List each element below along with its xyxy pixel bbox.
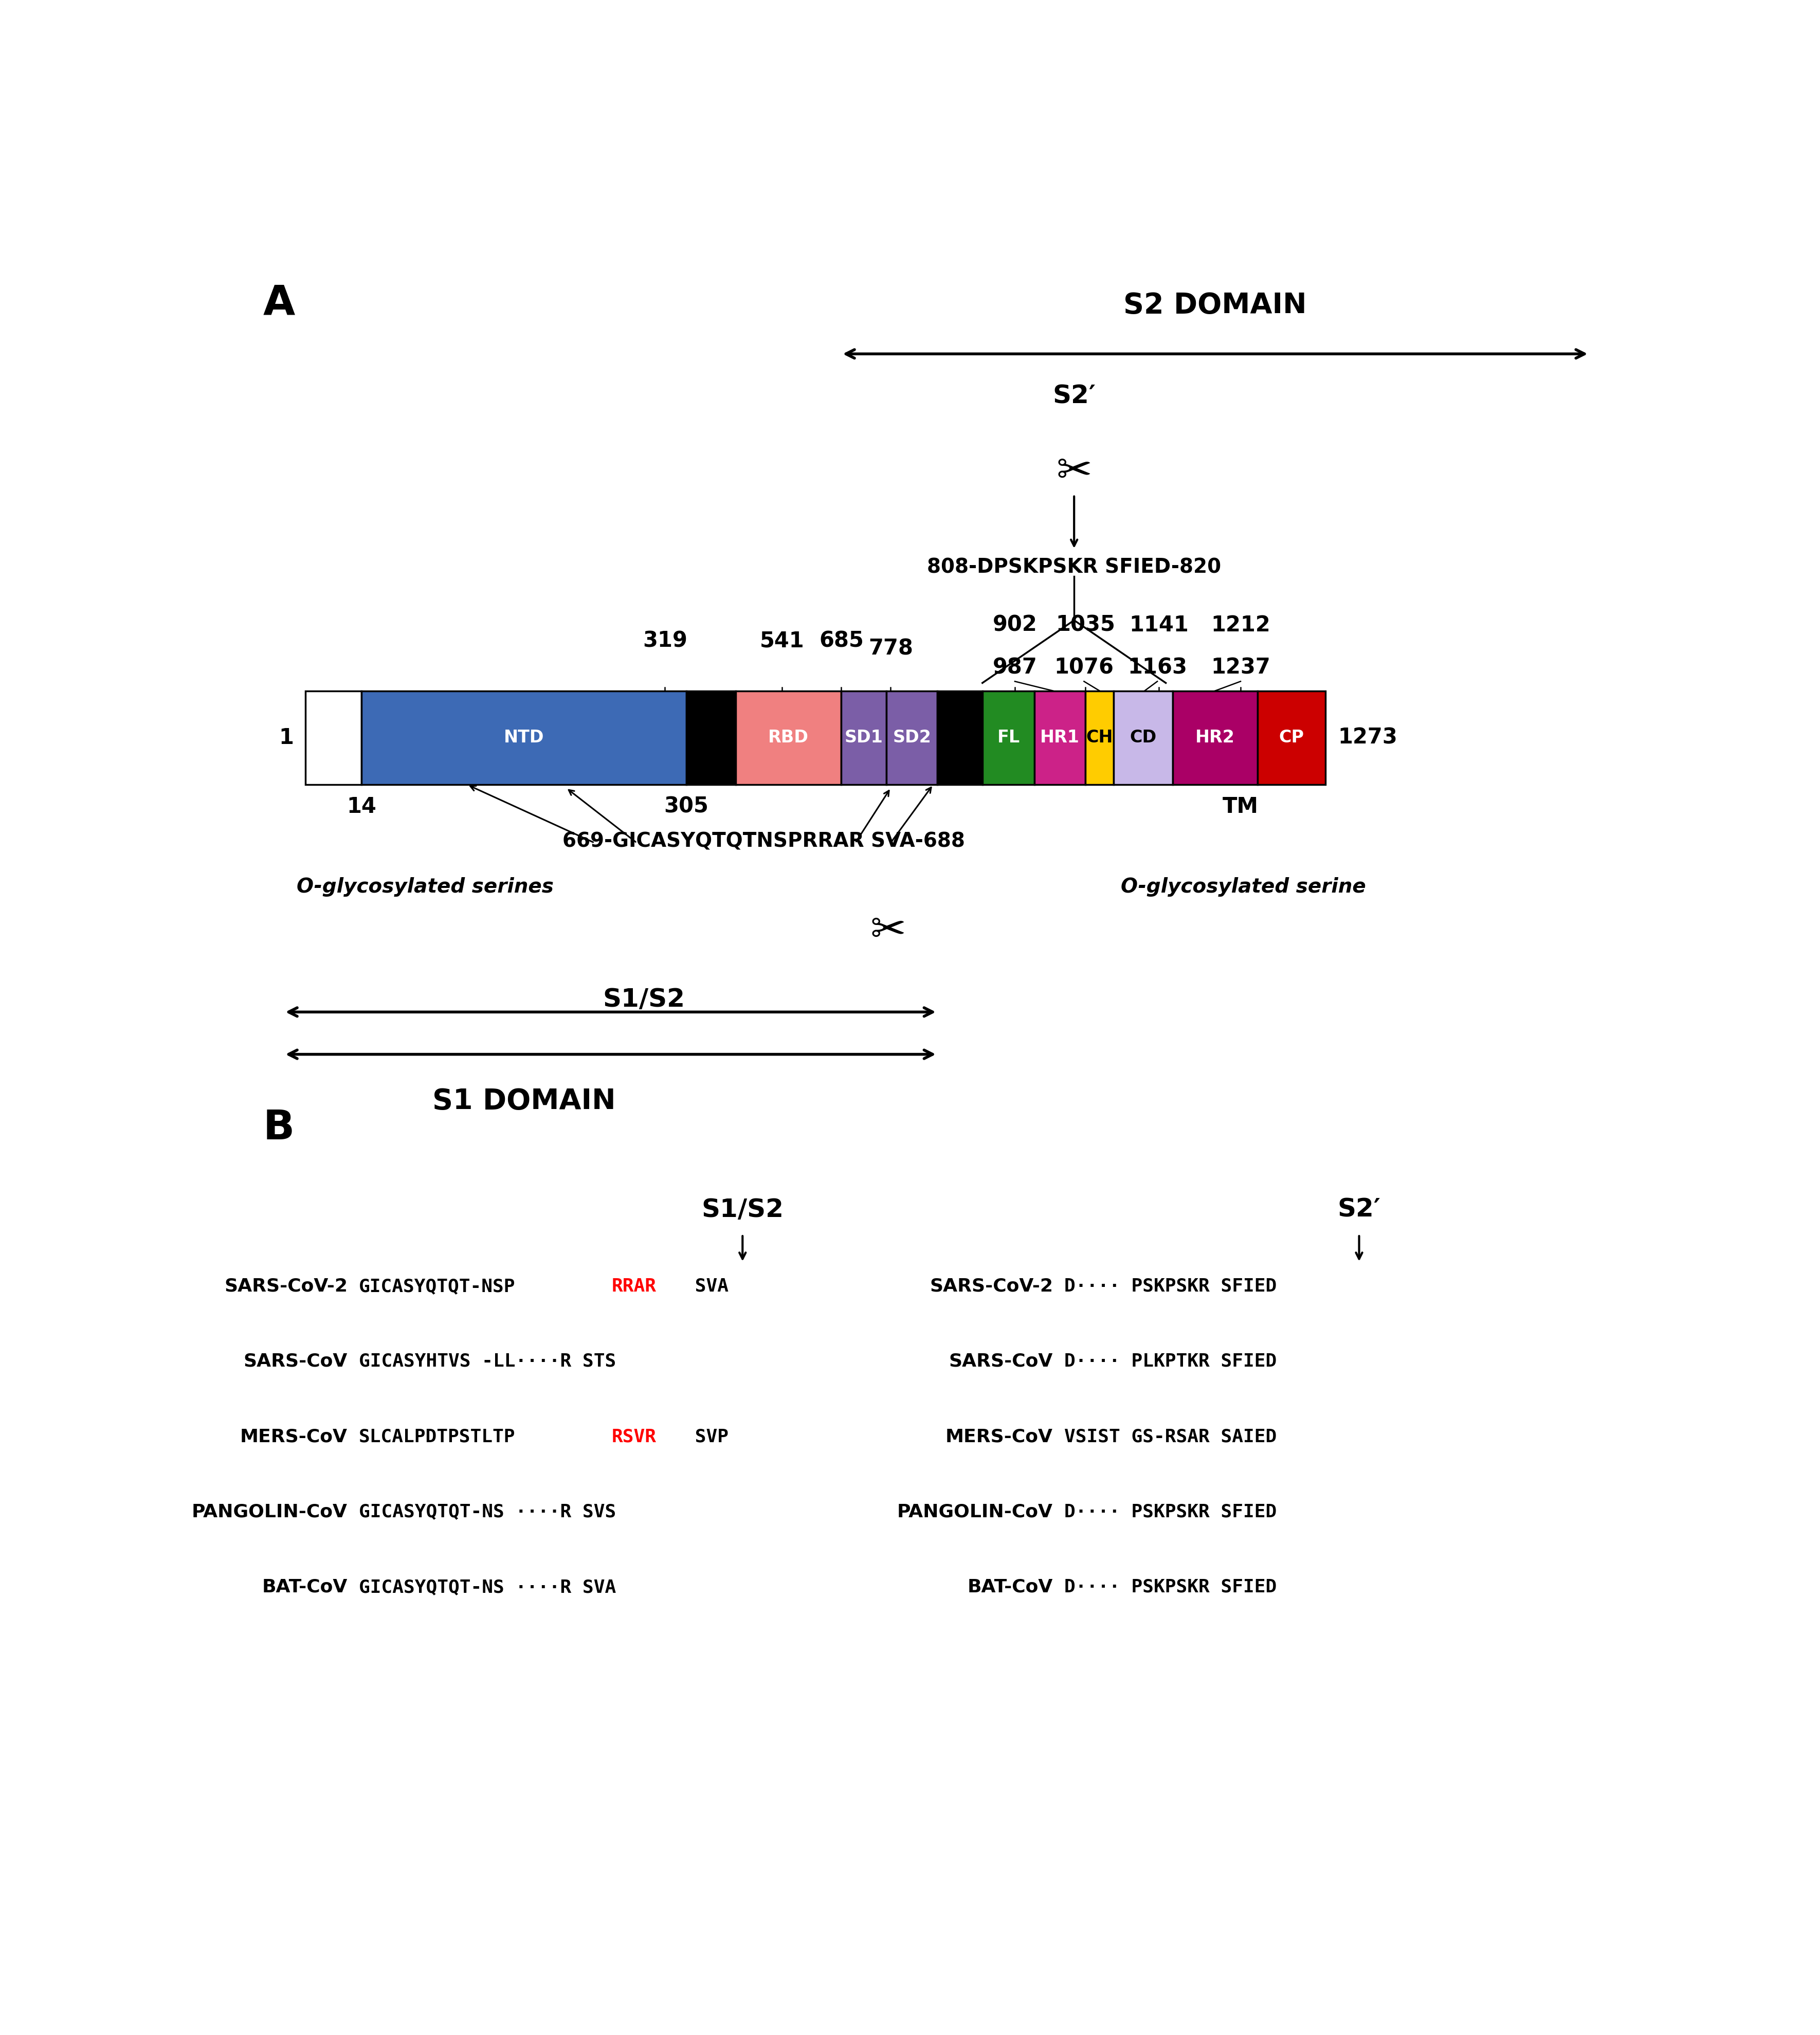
Text: ✂: ✂ bbox=[1056, 450, 1092, 492]
Text: SVP: SVP bbox=[684, 1429, 728, 1445]
Bar bbox=[886, 690, 937, 786]
Text: GICASYQTQT-NS ····R SVS: GICASYQTQT-NS ····R SVS bbox=[359, 1504, 615, 1520]
Bar bbox=[362, 690, 686, 786]
Text: S1/S2: S1/S2 bbox=[701, 1197, 783, 1221]
Text: 778: 778 bbox=[868, 637, 914, 659]
Text: RSVR: RSVR bbox=[612, 1429, 657, 1445]
Bar bbox=[1114, 690, 1172, 786]
Text: CP: CP bbox=[1278, 729, 1303, 747]
Text: S1/S2: S1/S2 bbox=[602, 987, 684, 1011]
Text: PANGOLIN-CoV: PANGOLIN-CoV bbox=[897, 1504, 1052, 1520]
Text: B: B bbox=[262, 1109, 295, 1148]
Text: RBD: RBD bbox=[768, 729, 808, 747]
Text: 305: 305 bbox=[664, 796, 708, 818]
Text: SLCALPDTPSTLTP: SLCALPDTPSTLTP bbox=[359, 1429, 515, 1445]
Text: NTD: NTD bbox=[504, 729, 544, 747]
Text: A: A bbox=[262, 283, 295, 324]
Text: SD1: SD1 bbox=[844, 729, 883, 747]
Bar bbox=[1172, 690, 1258, 786]
Text: 1141: 1141 bbox=[1128, 615, 1188, 635]
Bar bbox=[306, 690, 362, 786]
Text: SARS-CoV: SARS-CoV bbox=[948, 1353, 1052, 1370]
Text: 987: 987 bbox=[992, 657, 1037, 678]
Text: CD: CD bbox=[1130, 729, 1156, 747]
Text: 319: 319 bbox=[642, 631, 688, 651]
Text: TM: TM bbox=[1223, 796, 1258, 818]
Text: ✂: ✂ bbox=[870, 910, 906, 950]
Text: BAT-CoV: BAT-CoV bbox=[966, 1579, 1052, 1595]
Text: GICASYHTVS -LL····R STS: GICASYHTVS -LL····R STS bbox=[359, 1353, 615, 1370]
Text: O-glycosylated serines: O-glycosylated serines bbox=[297, 877, 553, 897]
Text: BAT-CoV: BAT-CoV bbox=[262, 1579, 348, 1595]
Text: 1212: 1212 bbox=[1210, 615, 1270, 635]
Bar bbox=[735, 690, 841, 786]
Text: S2′: S2′ bbox=[1338, 1197, 1380, 1221]
Text: D···· PSKPSKR SFIED: D···· PSKPSKR SFIED bbox=[1065, 1504, 1276, 1520]
Text: 1076: 1076 bbox=[1054, 657, 1114, 678]
Bar bbox=[1258, 690, 1325, 786]
Text: 541: 541 bbox=[759, 631, 804, 651]
Text: 1237: 1237 bbox=[1210, 657, 1270, 678]
Text: SARS-CoV: SARS-CoV bbox=[244, 1353, 348, 1370]
Text: 1163: 1163 bbox=[1127, 657, 1187, 678]
Text: GICASYQTQT-NSP: GICASYQTQT-NSP bbox=[359, 1278, 515, 1294]
Text: 902: 902 bbox=[992, 615, 1037, 635]
Text: D···· PLKPTKR SFIED: D···· PLKPTKR SFIED bbox=[1065, 1353, 1276, 1370]
Bar bbox=[841, 690, 886, 786]
Text: MERS-CoV: MERS-CoV bbox=[945, 1429, 1052, 1445]
Bar bbox=[937, 690, 983, 786]
Text: CH: CH bbox=[1087, 729, 1112, 747]
Text: SVA: SVA bbox=[684, 1278, 728, 1294]
Text: D···· PSKPSKR SFIED: D···· PSKPSKR SFIED bbox=[1065, 1278, 1276, 1294]
Text: S1 DOMAIN: S1 DOMAIN bbox=[431, 1087, 615, 1115]
Bar bbox=[983, 690, 1034, 786]
Bar bbox=[686, 690, 735, 786]
Text: S2 DOMAIN: S2 DOMAIN bbox=[1123, 291, 1307, 319]
Text: 669-GICASYQTQTNSPRRAR SVA-688: 669-GICASYQTQTNSPRRAR SVA-688 bbox=[562, 832, 965, 851]
Text: D···· PSKPSKR SFIED: D···· PSKPSKR SFIED bbox=[1065, 1579, 1276, 1595]
Text: SARS-CoV-2: SARS-CoV-2 bbox=[930, 1278, 1052, 1294]
Text: 14: 14 bbox=[346, 796, 377, 818]
Text: PANGOLIN-CoV: PANGOLIN-CoV bbox=[191, 1504, 348, 1520]
Text: O-glycosylated serine: O-glycosylated serine bbox=[1121, 877, 1365, 897]
Text: RRAR: RRAR bbox=[612, 1278, 657, 1294]
Text: HR1: HR1 bbox=[1039, 729, 1079, 747]
Text: HR2: HR2 bbox=[1196, 729, 1234, 747]
Text: FL: FL bbox=[997, 729, 1019, 747]
Text: 1: 1 bbox=[278, 726, 293, 749]
Text: VSIST GS-RSAR SAIED: VSIST GS-RSAR SAIED bbox=[1065, 1429, 1276, 1445]
Text: 808-DPSKPSKR SFIED-820: 808-DPSKPSKR SFIED-820 bbox=[926, 558, 1221, 578]
Text: SD2: SD2 bbox=[892, 729, 930, 747]
Bar bbox=[1085, 690, 1114, 786]
Bar bbox=[1034, 690, 1085, 786]
Text: MERS-CoV: MERS-CoV bbox=[240, 1429, 348, 1445]
Text: SARS-CoV-2: SARS-CoV-2 bbox=[224, 1278, 348, 1294]
Text: S2′: S2′ bbox=[1052, 385, 1096, 409]
Text: GICASYQTQT-NS ····R SVA: GICASYQTQT-NS ····R SVA bbox=[359, 1579, 615, 1595]
Text: 1035: 1035 bbox=[1056, 615, 1116, 635]
Text: 685: 685 bbox=[819, 631, 863, 651]
Text: 1273: 1273 bbox=[1338, 726, 1398, 749]
